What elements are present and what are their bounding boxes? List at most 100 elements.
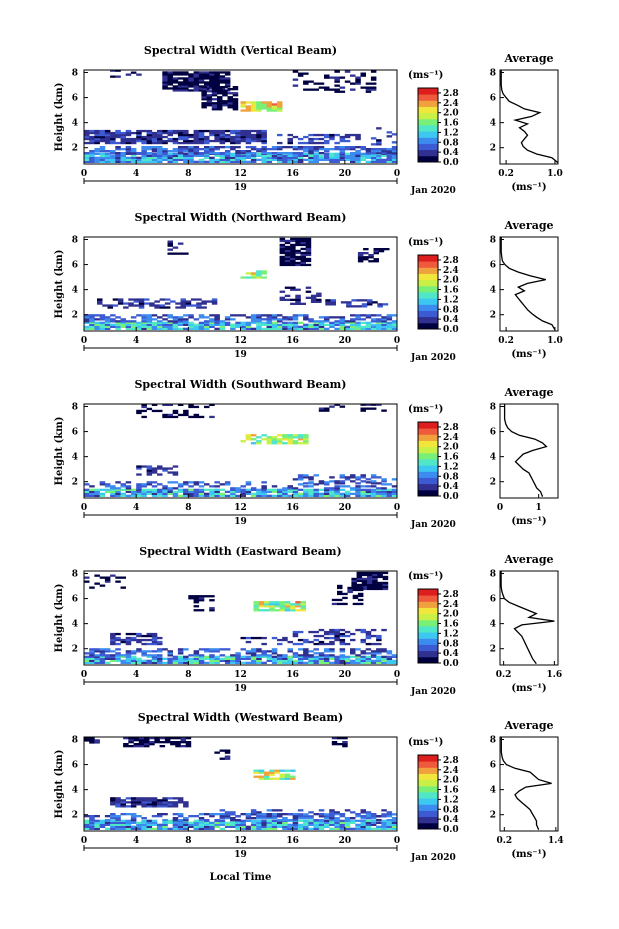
heatmap-cell bbox=[141, 141, 147, 145]
heatmap-cell bbox=[376, 657, 382, 660]
heatmap-cell bbox=[99, 327, 106, 330]
heatmap-cell bbox=[308, 320, 314, 323]
heatmap-cell bbox=[183, 411, 189, 415]
heatmap-cell bbox=[157, 316, 163, 319]
avg-y-tick-label: 6 bbox=[490, 595, 496, 605]
heatmap-cell bbox=[329, 154, 335, 157]
heatmap-cell bbox=[177, 85, 184, 88]
heatmap-cell bbox=[214, 318, 220, 321]
heatmap-cell bbox=[355, 657, 361, 660]
heatmap-cell bbox=[277, 109, 283, 112]
colorbar-tick-label: 2.4 bbox=[443, 600, 459, 610]
heatmap-cell bbox=[292, 146, 299, 149]
heatmap-cell bbox=[370, 480, 377, 483]
heatmap-cell bbox=[313, 490, 319, 493]
heatmap-cell bbox=[284, 255, 291, 259]
x-tick-label: 8 bbox=[185, 169, 191, 179]
heatmap-cell bbox=[149, 737, 155, 740]
heatmap-cell bbox=[329, 815, 335, 818]
heatmap-cell bbox=[303, 476, 309, 479]
heatmap-cell bbox=[351, 583, 357, 587]
heatmap-cell bbox=[372, 579, 378, 583]
heatmap-cell bbox=[279, 609, 286, 612]
x-tick-label: 20 bbox=[339, 670, 352, 680]
heatmap-cell bbox=[303, 154, 309, 157]
heatmap-cell bbox=[303, 434, 309, 437]
heatmap-cell bbox=[188, 314, 194, 317]
heatmap-cell bbox=[266, 316, 273, 319]
heatmap-cell bbox=[391, 827, 398, 830]
heatmap-cell bbox=[334, 70, 340, 73]
heatmap-cell bbox=[258, 603, 265, 606]
heatmap-cell bbox=[303, 490, 309, 493]
heatmap-cell bbox=[130, 316, 137, 319]
heatmap-cell bbox=[381, 321, 387, 324]
heatmap-cell bbox=[324, 636, 330, 640]
heatmap-cell bbox=[339, 823, 346, 826]
heatmap-cell bbox=[245, 131, 252, 135]
heatmap-cell bbox=[350, 323, 356, 326]
heatmap-cell bbox=[282, 442, 288, 445]
heatmap-cell bbox=[99, 314, 106, 317]
heatmap-cell bbox=[365, 492, 372, 495]
heatmap-cell bbox=[277, 821, 283, 824]
heatmap-cell bbox=[305, 257, 312, 261]
heatmap-cell bbox=[204, 150, 210, 153]
colorbar-segment bbox=[418, 804, 438, 811]
heatmap-cell bbox=[284, 263, 291, 267]
heatmap-cell bbox=[277, 488, 283, 491]
heatmap-cell bbox=[110, 640, 116, 644]
heatmap-cell bbox=[130, 152, 137, 155]
heatmap-cell bbox=[271, 109, 278, 112]
avg-x-tick-label: 0.2 bbox=[496, 836, 512, 846]
heatmap-cell bbox=[193, 819, 200, 822]
heatmap-cell bbox=[172, 320, 179, 323]
heatmap-cell bbox=[313, 137, 319, 141]
heatmap-cell bbox=[318, 482, 325, 485]
heatmap-cell bbox=[219, 137, 226, 141]
y-tick-label: 4 bbox=[72, 620, 78, 630]
heatmap-cell bbox=[151, 131, 158, 135]
heatmap-cell bbox=[115, 827, 121, 830]
heatmap-cell bbox=[282, 318, 288, 321]
heatmap-cell bbox=[230, 655, 236, 658]
heatmap-cell bbox=[334, 88, 340, 91]
heatmap-cell bbox=[361, 299, 368, 302]
heatmap-cell bbox=[271, 105, 278, 108]
heatmap-cell bbox=[94, 327, 100, 330]
heatmap-cell bbox=[172, 89, 179, 92]
heatmap-cell bbox=[84, 316, 90, 319]
heatmap-cell bbox=[360, 156, 366, 159]
heatmap-cell bbox=[292, 494, 299, 497]
heatmap-cell bbox=[177, 494, 184, 497]
heatmap-cell bbox=[219, 757, 226, 760]
heatmap-cell bbox=[136, 799, 142, 802]
heatmap-cell bbox=[172, 73, 179, 76]
heatmap-cell bbox=[159, 298, 166, 301]
heatmap-cell bbox=[209, 148, 215, 151]
heatmap-cell bbox=[183, 483, 189, 486]
heatmap-cell bbox=[136, 156, 142, 159]
heatmap-cell bbox=[287, 436, 293, 439]
heatmap-cell bbox=[141, 492, 147, 495]
heatmap-cell bbox=[360, 485, 366, 488]
heatmap-cell bbox=[183, 160, 189, 163]
heatmap-cell bbox=[204, 139, 210, 143]
heatmap-cell bbox=[292, 154, 299, 157]
heatmap-cell bbox=[386, 661, 393, 664]
heatmap-cell bbox=[277, 813, 283, 816]
heatmap-cell bbox=[89, 321, 95, 324]
heatmap-cell bbox=[282, 438, 288, 441]
heatmap-cell bbox=[193, 81, 200, 84]
heatmap-cell bbox=[204, 825, 210, 828]
heatmap-cell bbox=[115, 327, 121, 330]
heatmap-cell bbox=[162, 825, 168, 828]
heatmap-cell bbox=[89, 741, 95, 744]
heatmap-cell bbox=[266, 318, 273, 321]
heatmap-cell bbox=[167, 325, 173, 328]
heatmap-cell bbox=[94, 582, 100, 585]
heatmap-cell bbox=[183, 131, 189, 135]
heatmap-cell bbox=[162, 492, 168, 495]
heatmap-cell bbox=[110, 799, 116, 802]
heatmap-cell bbox=[365, 88, 372, 91]
